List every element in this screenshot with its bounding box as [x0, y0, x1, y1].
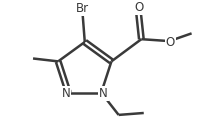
Text: Br: Br	[76, 2, 89, 15]
Text: N: N	[62, 87, 70, 100]
Text: O: O	[166, 36, 175, 49]
Text: N: N	[99, 87, 108, 100]
Text: O: O	[135, 1, 144, 14]
